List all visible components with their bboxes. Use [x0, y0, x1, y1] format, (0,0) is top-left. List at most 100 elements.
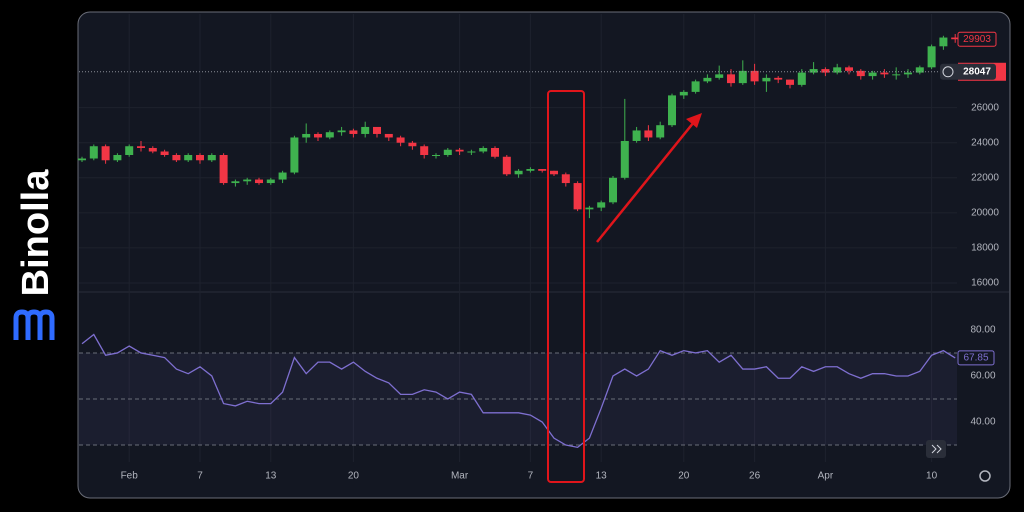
- x-tick-label: 26: [749, 471, 761, 482]
- candle-body: [632, 130, 641, 141]
- candle-body: [609, 177, 617, 203]
- candle-body: [101, 146, 110, 161]
- candle-body: [231, 181, 240, 184]
- candle-body: [762, 77, 771, 82]
- candle-body: [927, 46, 936, 68]
- candle-body: [196, 155, 204, 161]
- candle-body: [573, 183, 582, 210]
- scroll-icon: [931, 444, 942, 454]
- candle-body: [644, 130, 653, 138]
- y-tick-label: 40.00: [970, 417, 995, 428]
- candle-body: [502, 156, 511, 175]
- price-marker-label: 29903: [963, 34, 991, 45]
- arrow-shaft: [596, 121, 695, 243]
- rsi-value-box: [957, 350, 995, 366]
- x-tick-label: 7: [528, 471, 534, 482]
- candle-body: [868, 72, 877, 77]
- y-tick-label: 24000: [971, 137, 999, 148]
- candle-body: [479, 147, 488, 152]
- candle-body: [939, 37, 948, 47]
- settings-icon[interactable]: [979, 470, 991, 482]
- candle-body: [172, 155, 181, 161]
- candle-body: [184, 155, 193, 161]
- candle-body: [325, 132, 334, 138]
- y-tick-label: 16000: [971, 278, 999, 289]
- candle-body: [550, 170, 558, 175]
- candle-body: [148, 147, 157, 152]
- x-tick-label: 7: [197, 471, 203, 482]
- candle-body: [137, 146, 145, 148]
- candle-body: [597, 202, 606, 208]
- x-tick-label: Mar: [451, 471, 469, 482]
- candle-body: [432, 155, 440, 156]
- candle-body: [774, 77, 783, 80]
- candle-body: [491, 147, 499, 157]
- logo: Binolla: [13, 169, 57, 340]
- logo-icon: [13, 309, 55, 340]
- candle-body: [408, 142, 417, 147]
- candle-body: [892, 74, 901, 76]
- candle-body: [514, 170, 523, 175]
- candle-body: [750, 70, 759, 82]
- y-tick-label: 80.00: [970, 325, 995, 336]
- candle-body: [620, 140, 629, 178]
- candle-body: [904, 72, 912, 75]
- candle-body: [125, 146, 134, 155]
- candle-body: [349, 130, 358, 134]
- arrow-head: [686, 113, 702, 128]
- candle-body: [266, 179, 275, 184]
- candle-body: [420, 146, 429, 155]
- candle-body: [668, 95, 676, 126]
- x-tick-label: Apr: [818, 471, 834, 482]
- x-tick-label: 10: [926, 471, 938, 482]
- candle-body: [290, 137, 299, 173]
- candle-body: [833, 67, 842, 73]
- candle-body: [255, 179, 263, 184]
- candle-body: [396, 137, 405, 143]
- candle-body: [856, 70, 865, 77]
- x-tick-label: Feb: [121, 471, 139, 482]
- candle-body: [691, 81, 700, 92]
- rsi-line: [81, 333, 956, 449]
- candle-body: [821, 69, 830, 73]
- candle-body: [538, 169, 547, 171]
- x-tick-label: 20: [348, 471, 360, 482]
- x-tick-label: 13: [265, 471, 277, 482]
- y-tick-label: 20000: [971, 207, 999, 218]
- y-tick-label: 22000: [971, 172, 999, 183]
- candle-body: [443, 149, 452, 155]
- candle-body: [656, 125, 665, 138]
- y-tick-label: 26000: [971, 102, 999, 113]
- candle-body: [880, 72, 889, 75]
- candle-body: [738, 70, 747, 84]
- candle-body: [160, 151, 169, 155]
- candle-body: [302, 133, 311, 138]
- candle-body: [219, 155, 228, 184]
- candle-body: [207, 155, 216, 161]
- y-tick-label: 60.00: [970, 371, 995, 382]
- candle-body: [278, 172, 287, 180]
- candle-body: [703, 77, 712, 82]
- candle-body: [715, 74, 724, 78]
- x-tick-label: 20: [678, 471, 690, 482]
- candle-body: [727, 74, 735, 84]
- candle-body: [373, 126, 381, 134]
- candle-body: [845, 67, 853, 71]
- candle-body: [526, 169, 535, 171]
- x-tick-label: 13: [596, 471, 608, 482]
- add-icon: [942, 66, 954, 78]
- candle-body: [467, 151, 476, 153]
- candle-body: [455, 149, 464, 152]
- candle-body: [797, 72, 806, 85]
- logo-text: Binolla: [15, 169, 57, 297]
- highlight-box: [547, 90, 585, 483]
- candle-body: [915, 67, 924, 73]
- candle-body: [113, 155, 122, 161]
- candle-body: [561, 174, 570, 184]
- candle-body: [89, 146, 98, 159]
- y-tick-label: 18000: [971, 243, 999, 254]
- candle-body: [809, 69, 818, 73]
- candle-body: [679, 91, 688, 96]
- candle-body: [786, 79, 794, 85]
